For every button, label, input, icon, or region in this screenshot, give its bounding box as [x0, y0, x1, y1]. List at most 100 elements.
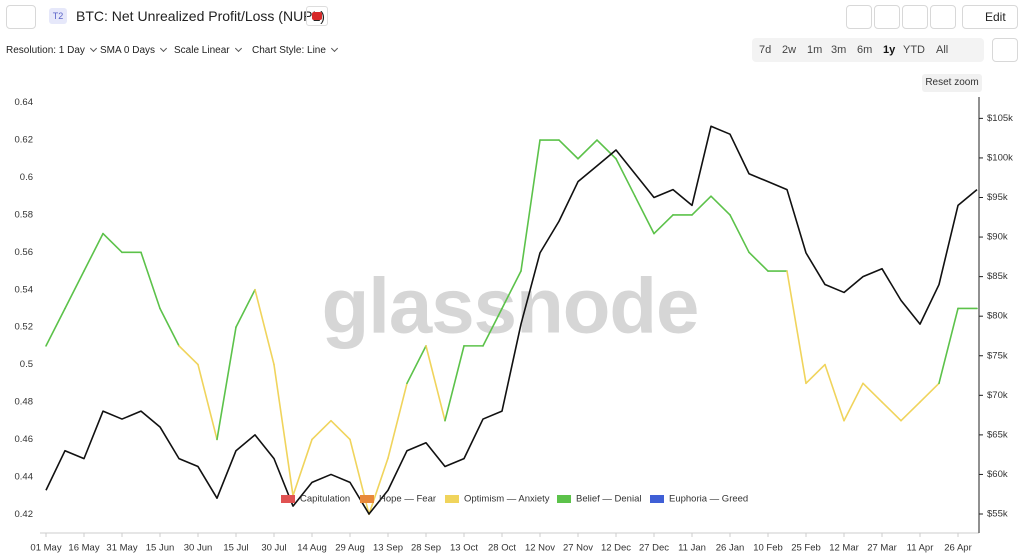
x-tick-label: 15 Jul: [223, 543, 248, 554]
nupl-segment: [843, 382, 864, 422]
y-tick-label: 0.54: [15, 284, 34, 295]
alert-button[interactable]: [874, 5, 900, 29]
nupl-segment: [748, 251, 769, 272]
x-tick-label: 12 Mar: [829, 543, 859, 554]
x-tick-label: 30 Jun: [184, 543, 213, 554]
y-tick-label: 0.58: [15, 209, 34, 220]
nupl-segment: [520, 139, 541, 272]
range-button[interactable]: 7d: [759, 44, 772, 56]
x-tick-label: 12 Nov: [525, 543, 555, 554]
nupl-segment: [387, 382, 408, 459]
x-tick-label: 13 Oct: [450, 543, 478, 554]
y2-tick-label: $75k: [987, 350, 1008, 361]
y-tick-label: 0.44: [15, 471, 34, 482]
top-bar: T2 BTC: Net Unrealized Profit/Loss (NUPL…: [0, 0, 1024, 34]
nupl-segment: [634, 195, 655, 235]
x-tick-label: 01 May: [30, 543, 61, 554]
tier-badge: T2: [49, 8, 67, 24]
x-tick-label: 29 Aug: [335, 543, 365, 554]
range-button[interactable]: 2w: [782, 44, 797, 56]
nupl-segment: [406, 345, 427, 385]
nupl-segment: [444, 345, 465, 422]
x-tick-label: 30 Jul: [261, 543, 286, 554]
x-tick-label: 26 Jan: [716, 543, 745, 554]
x-tick-label: 28 Oct: [488, 543, 516, 554]
favorite-button[interactable]: [846, 5, 872, 29]
x-tick-label: 10 Feb: [753, 543, 783, 554]
range-selector: 7d 2w 1m 3m 6m 1y YTD All: [752, 38, 984, 62]
legend-swatch: [445, 495, 459, 503]
calendar-button[interactable]: [992, 38, 1018, 62]
nupl-segment: [45, 307, 66, 347]
y-tick-label: 0.6: [20, 172, 33, 183]
nupl-segment: [691, 195, 712, 216]
nupl-segment: [919, 382, 940, 403]
legend-label: Hope — Fear: [379, 494, 436, 505]
nupl-segment: [273, 363, 294, 497]
y-tick-label: 0.62: [15, 135, 34, 146]
range-button[interactable]: 3m: [831, 44, 847, 56]
range-button[interactable]: 1m: [807, 44, 823, 56]
nupl-segment: [881, 401, 902, 422]
y2-tick-label: $60k: [987, 469, 1008, 480]
legend-swatch: [281, 495, 295, 503]
nupl-segment: [292, 438, 313, 497]
range-button[interactable]: 1y: [883, 44, 896, 56]
x-tick-label: 15 Jun: [146, 543, 175, 554]
y2-tick-label: $85k: [987, 271, 1008, 282]
nupl-segment: [482, 307, 503, 347]
y-tick-label: 0.56: [15, 247, 34, 258]
nupl-segment: [596, 139, 617, 160]
y2-tick-label: $65k: [987, 429, 1008, 440]
legend-label: Optimism — Anxiety: [464, 494, 550, 505]
sidebar-button[interactable]: [6, 5, 36, 29]
copy-button[interactable]: [930, 5, 956, 29]
range-button[interactable]: All: [936, 44, 949, 56]
y2-tick-label: $55k: [987, 509, 1008, 520]
nupl-segment: [938, 307, 959, 385]
nupl-segment: [577, 139, 598, 160]
nupl-segment: [140, 251, 161, 310]
nupl-segment: [235, 288, 256, 328]
x-tick-label: 12 Dec: [601, 543, 631, 554]
nupl-segment: [178, 345, 199, 366]
share-button[interactable]: [902, 5, 928, 29]
nupl-segment: [254, 288, 275, 366]
legend-label: Belief — Denial: [576, 494, 641, 505]
legend-label: Euphoria — Greed: [669, 494, 748, 505]
dropdown[interactable]: Chart Style: Line: [252, 45, 337, 56]
y-tick-label: 0.46: [15, 434, 34, 445]
y2-tick-label: $80k: [987, 311, 1008, 322]
nupl-segment: [824, 363, 845, 422]
y-tick-label: 0.5: [20, 359, 33, 370]
watermark: glassnode: [322, 262, 699, 350]
dropdown[interactable]: Resolution: 1 Day: [6, 45, 96, 56]
range-button[interactable]: YTD: [903, 44, 925, 56]
nupl-segment: [653, 214, 674, 235]
nupl-segment: [159, 307, 180, 347]
chart-title: BTC: Net Unrealized Profit/Loss (NUPL): [76, 8, 325, 24]
nupl-segment: [501, 270, 522, 310]
reset-zoom-button[interactable]: Reset zoom: [922, 74, 982, 92]
price-line: [45, 125, 978, 515]
legend-swatch: [557, 495, 571, 503]
edit-button[interactable]: Edit: [962, 5, 1018, 29]
x-tick-label: 26 Apr: [944, 543, 971, 554]
legend-label: Capitulation: [300, 494, 350, 505]
range-button[interactable]: 6m: [857, 44, 873, 56]
y2-tick-label: $100k: [987, 152, 1013, 163]
x-tick-label: 14 Aug: [297, 543, 327, 554]
dropdown[interactable]: SMA 0 Days: [100, 45, 166, 56]
y-tick-label: 0.52: [15, 322, 34, 333]
y2-tick-label: $70k: [987, 390, 1008, 401]
youtube-button[interactable]: [306, 6, 328, 26]
nupl-segment: [805, 363, 826, 385]
nupl-segment: [102, 232, 123, 254]
x-tick-label: 27 Mar: [867, 543, 897, 554]
x-tick-label: 11 Jan: [678, 543, 706, 554]
y2-tick-label: $95k: [987, 192, 1008, 203]
dropdown[interactable]: Scale Linear: [174, 45, 241, 56]
nupl-segment: [900, 401, 921, 422]
